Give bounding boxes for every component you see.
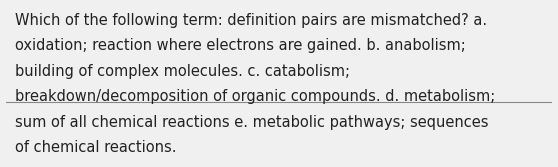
Text: Which of the following term: definition pairs are mismatched? a.: Which of the following term: definition …	[16, 13, 488, 28]
Text: building of complex molecules. c. catabolism;: building of complex molecules. c. catabo…	[16, 64, 350, 79]
Text: breakdown/decomposition of organic compounds. d. metabolism;: breakdown/decomposition of organic compo…	[16, 89, 496, 104]
Text: sum of all chemical reactions e. metabolic pathways; sequences: sum of all chemical reactions e. metabol…	[16, 115, 489, 130]
Text: of chemical reactions.: of chemical reactions.	[16, 140, 177, 155]
Text: oxidation; reaction where electrons are gained. b. anabolism;: oxidation; reaction where electrons are …	[16, 38, 466, 53]
